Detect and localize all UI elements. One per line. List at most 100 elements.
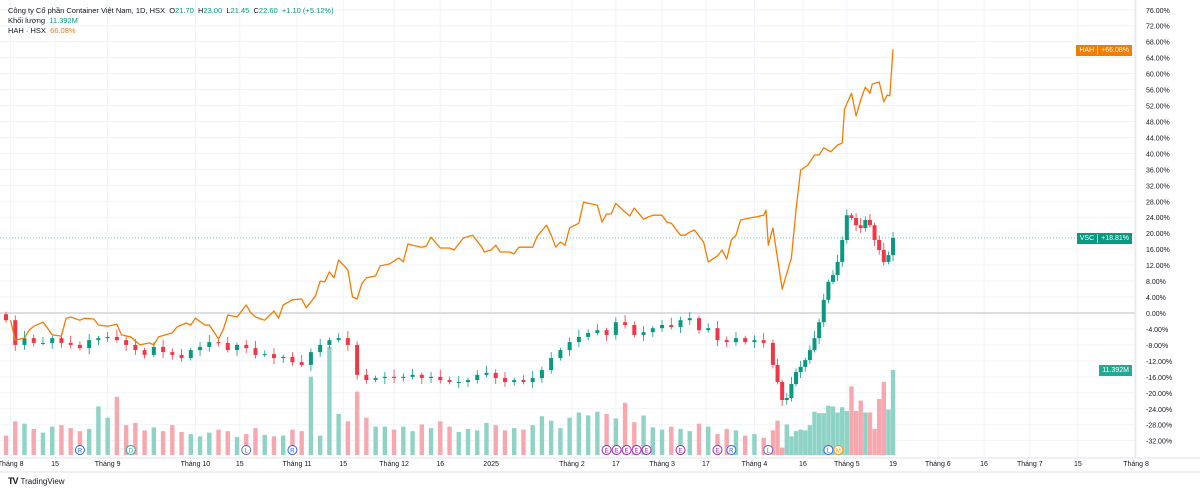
candle-body <box>466 380 470 383</box>
x-tick-label: Tháng 3 <box>649 461 675 468</box>
volume-bar <box>779 447 785 455</box>
candle-body <box>798 366 803 373</box>
vsc-candles <box>4 209 896 406</box>
y-tick-label: 72.00% <box>1146 24 1170 31</box>
event-marker-e[interactable]: E <box>712 445 723 455</box>
volume-bar <box>262 434 267 455</box>
event-marker-l[interactable]: L <box>241 445 252 455</box>
candle-body <box>715 328 720 341</box>
volume-bar <box>840 407 845 455</box>
volume-bar <box>724 428 729 455</box>
vsc-price-badge: VSC +18.81% <box>1076 233 1132 244</box>
event-marker-r[interactable]: R <box>287 445 298 455</box>
candle-body <box>660 324 665 329</box>
candle-body <box>877 239 882 250</box>
candle-body <box>669 324 674 327</box>
candle-body <box>262 354 267 356</box>
volume-bar <box>789 436 794 455</box>
candle-body <box>812 338 817 351</box>
volume-bar <box>142 430 147 455</box>
volume-bar <box>844 410 850 455</box>
candle-body <box>849 215 854 219</box>
volume-bar <box>123 425 129 455</box>
event-marker-l[interactable]: L <box>823 445 834 455</box>
candle-body <box>733 338 738 343</box>
candle-body <box>558 350 563 359</box>
x-tick-label: Tháng 8 <box>1123 461 1149 468</box>
event-circle <box>287 445 298 455</box>
y-tick-label: -20.00% <box>1146 391 1172 398</box>
candle-body <box>604 330 609 335</box>
y-tick-label: -8.00% <box>1146 343 1168 350</box>
event-marker-r[interactable]: R <box>726 445 737 455</box>
volume-bar <box>281 435 286 455</box>
candle-body <box>31 338 36 343</box>
price-axis[interactable]: 76.00% 72.00% 68.00% 64.00% 60.00% 56.00% 52.0… <box>1134 0 1172 458</box>
candle-body <box>114 336 119 341</box>
event-marker-e[interactable]: E <box>621 445 632 455</box>
volume-bar <box>784 424 789 455</box>
candle-body <box>780 382 785 400</box>
y-tick-label: 52.00% <box>1146 104 1170 111</box>
candle-body <box>308 352 313 365</box>
volume-bar <box>835 412 840 455</box>
volume-bar <box>207 432 212 455</box>
tradingview-logo-icon: TV <box>8 476 18 486</box>
y-tick-label: 8.00% <box>1146 279 1166 286</box>
candle-body <box>817 322 822 339</box>
x-tick-label: Tháng 4 <box>742 461 768 468</box>
event-letter: M <box>836 449 841 455</box>
legend-compare[interactable]: HAH · HSX 66.08% <box>8 26 334 36</box>
time-axis[interactable]: Tháng 8 15 Tháng 9 Tháng 10 15 Tháng 11 15 Thán… <box>0 457 1200 473</box>
hah-series-line <box>9 49 894 346</box>
x-tick-label: 17 <box>702 461 710 468</box>
volume-bar <box>170 425 175 455</box>
volume-bar <box>475 430 480 455</box>
event-marker-e[interactable]: E <box>631 445 642 455</box>
volume-bar <box>50 426 55 455</box>
candle-body <box>271 354 276 359</box>
event-letter: D <box>129 449 134 455</box>
candle-body <box>867 220 872 226</box>
candle-body <box>373 378 378 381</box>
x-tick-label: 16 <box>436 461 444 468</box>
candle-body <box>87 340 92 349</box>
event-marker-e[interactable]: E <box>611 445 622 455</box>
volume-bar <box>512 428 517 455</box>
volume-bar <box>253 428 258 455</box>
event-marker-e[interactable]: E <box>641 445 652 455</box>
volume-bar <box>696 423 702 455</box>
candle-body <box>632 324 637 335</box>
volume-bar <box>188 434 193 455</box>
candle-body <box>68 342 73 345</box>
event-marker-l[interactable]: L <box>763 445 774 455</box>
event-marker-e[interactable]: E <box>675 445 686 455</box>
volume-bar <box>327 346 332 455</box>
candle-body <box>124 340 129 345</box>
event-marker-m[interactable]: M <box>833 445 844 455</box>
event-circle <box>763 445 774 455</box>
volume-bars <box>3 346 896 455</box>
tradingview-footer[interactable]: TV TradingView <box>8 476 65 486</box>
volume-bar <box>290 429 295 455</box>
candle-body <box>244 344 249 349</box>
event-marker-e[interactable]: E <box>601 445 612 455</box>
candle-body <box>784 397 789 400</box>
event-circle <box>631 445 642 455</box>
event-marker-r[interactable]: R <box>74 445 85 455</box>
volume-bar <box>456 431 461 455</box>
volume-bar <box>493 425 498 455</box>
event-marker-d[interactable]: D <box>125 445 136 455</box>
badge-symbol: HAH <box>1079 46 1099 55</box>
badge-value: +18.81% <box>1101 235 1129 242</box>
volume-bar <box>373 426 378 455</box>
candle-body <box>840 239 845 262</box>
candle-body <box>826 281 831 300</box>
candle-body <box>886 255 891 262</box>
volume-bar <box>419 424 424 455</box>
volume-bar <box>428 428 434 455</box>
volume-bar <box>216 429 221 455</box>
volume-bar <box>761 437 766 455</box>
